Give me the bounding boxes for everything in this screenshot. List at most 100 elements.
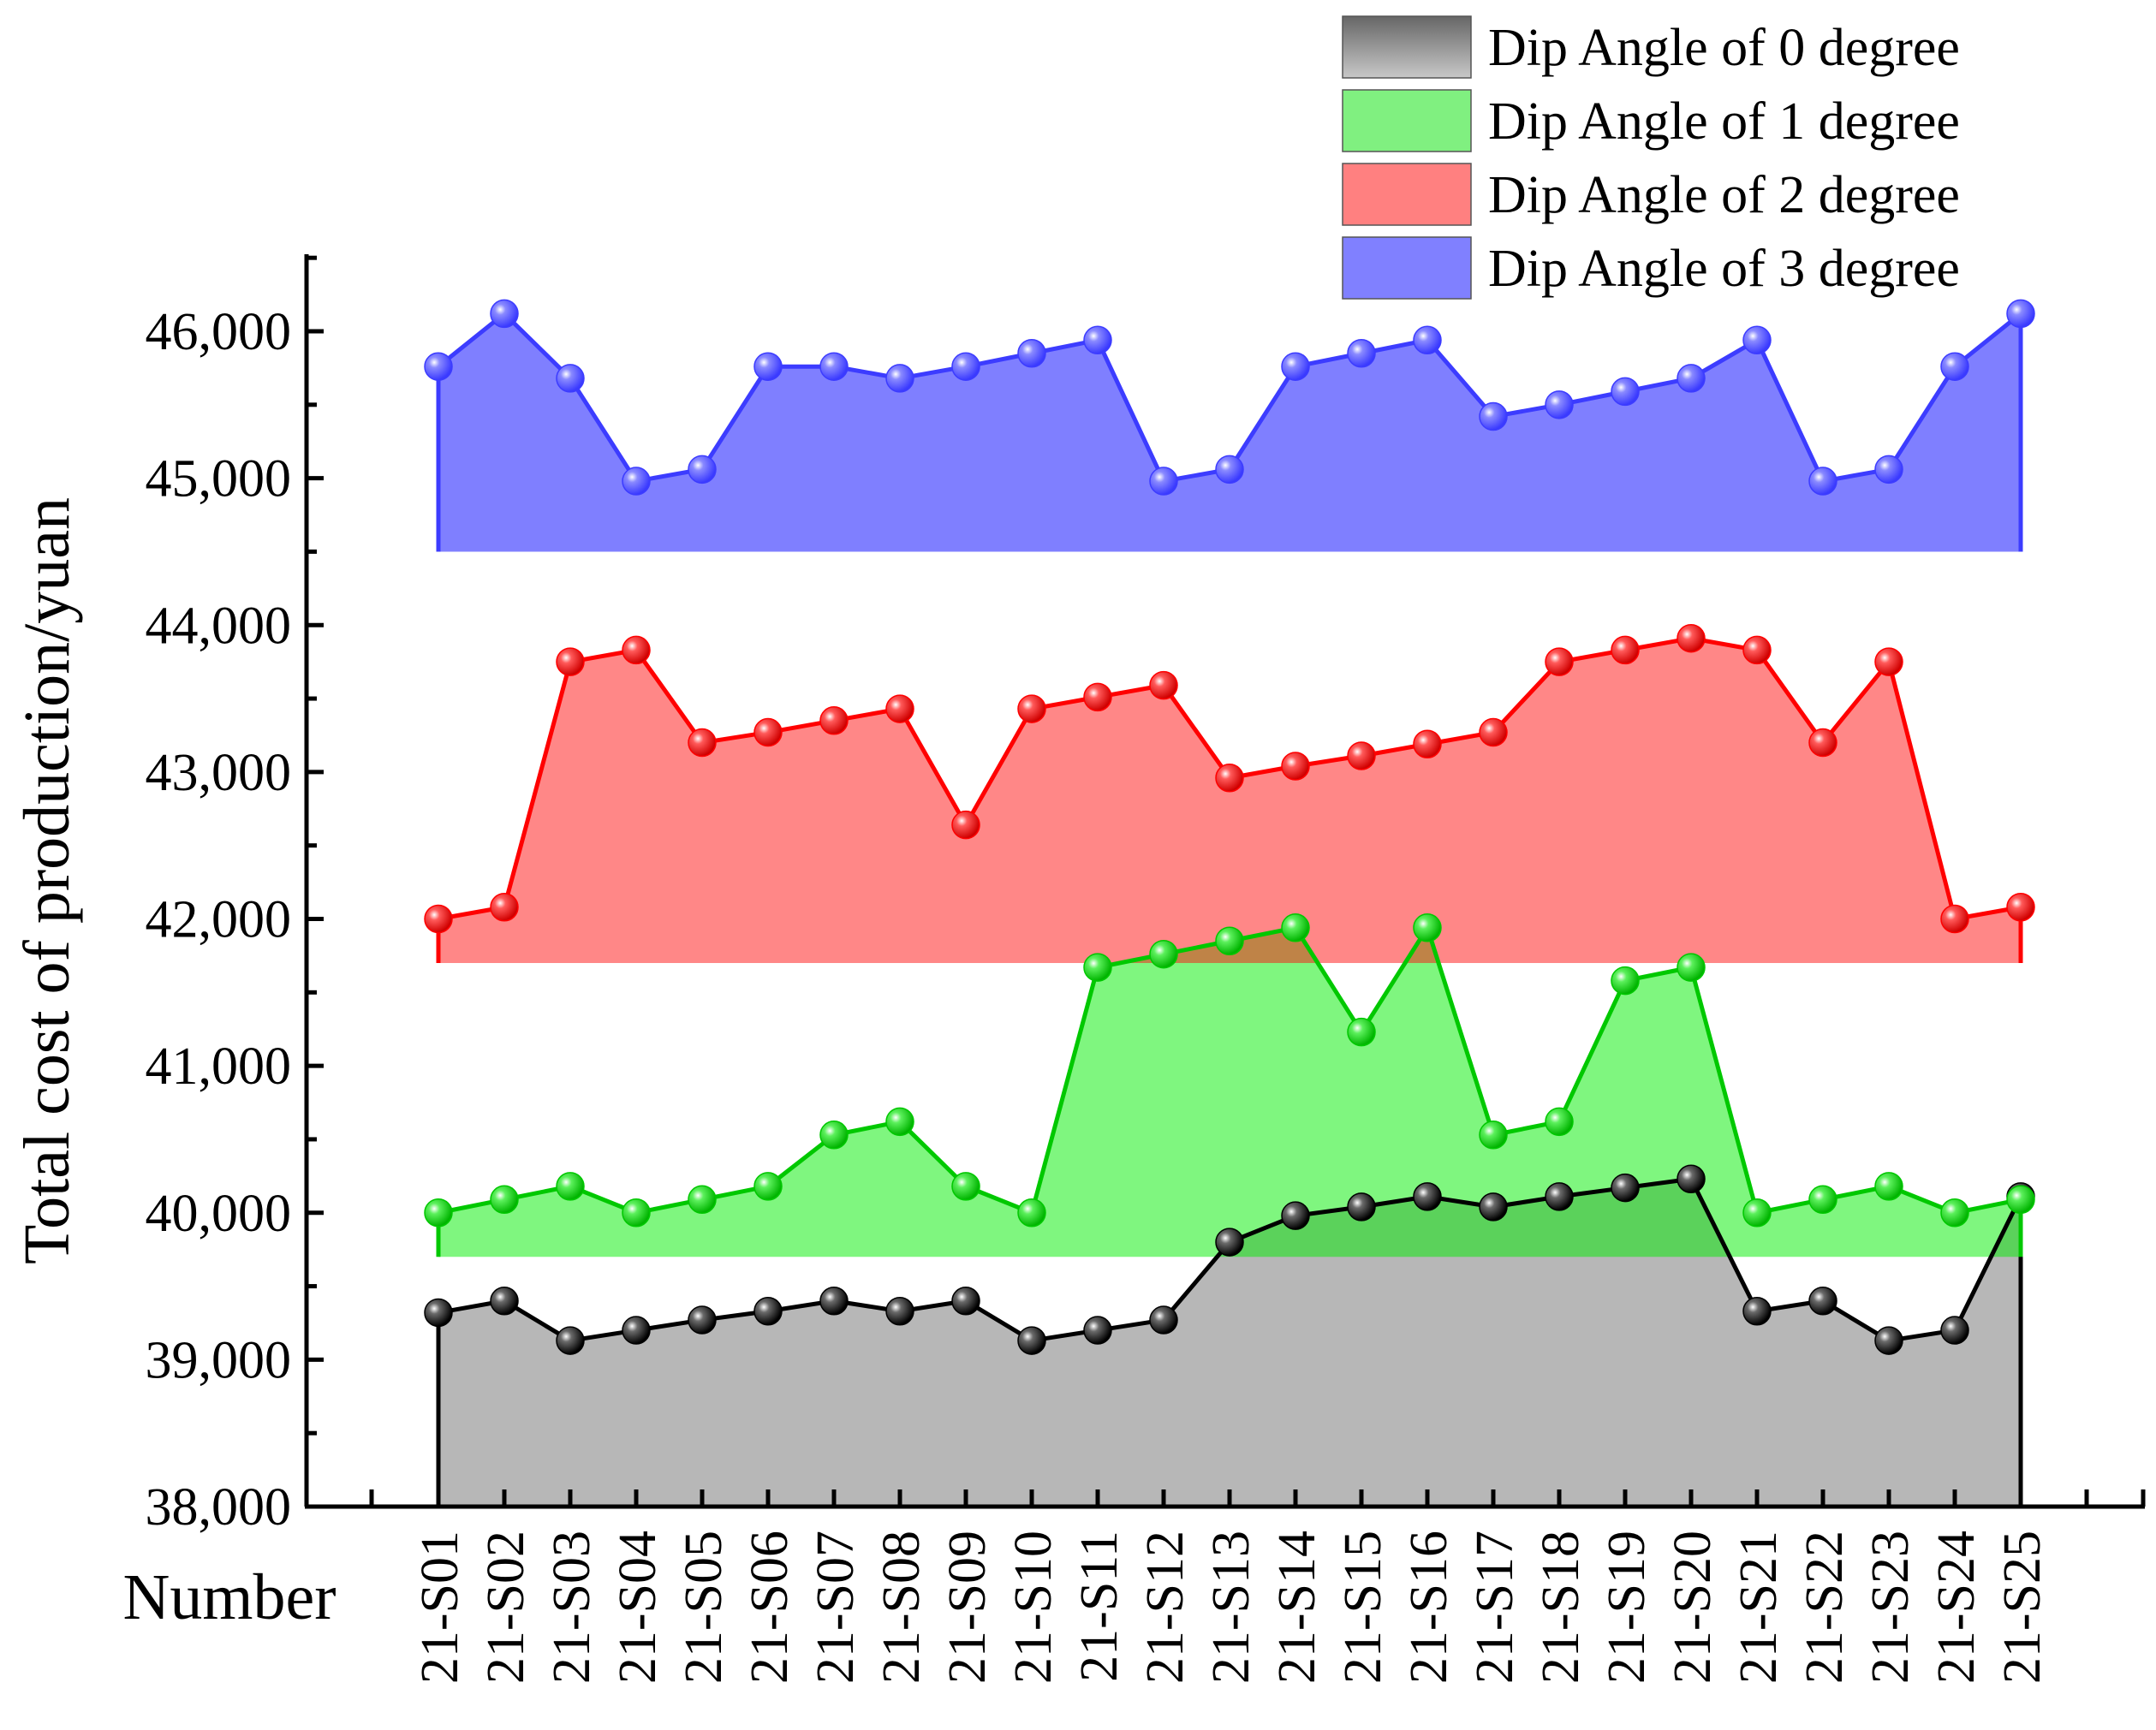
point-dip-angle-of-1-degree-21-s07	[819, 1121, 849, 1150]
point-dip-angle-of-2-degree-21-s11	[1083, 682, 1112, 712]
point-dip-angle-of-2-degree-21-s18	[1545, 647, 1574, 676]
point-dip-angle-of-2-degree-21-s07	[819, 706, 849, 735]
legend-label-dip-angle-of-3-degree: Dip Angle of 3 degree	[1488, 240, 1960, 298]
x-tick-label: 21-S04	[609, 1531, 667, 1684]
point-dip-angle-of-0-degree-21-s20	[1677, 1164, 1706, 1194]
x-tick-label: 21-S01	[411, 1531, 469, 1684]
point-dip-angle-of-1-degree-21-s15	[1347, 1017, 1376, 1047]
y-tick-label: 39,000	[146, 1331, 292, 1389]
point-dip-angle-of-2-degree-21-s13	[1215, 763, 1244, 793]
point-dip-angle-of-0-degree-21-s08	[885, 1296, 914, 1326]
point-dip-angle-of-3-degree-21-s04	[622, 467, 651, 496]
point-dip-angle-of-0-degree-21-s22	[1808, 1286, 1837, 1316]
point-dip-angle-of-2-degree-21-s03	[556, 647, 585, 676]
x-axis-title: Number	[122, 1561, 336, 1633]
point-dip-angle-of-2-degree-21-s10	[1017, 694, 1046, 723]
point-dip-angle-of-1-degree-21-s23	[1874, 1172, 1903, 1201]
x-tick-label: 21-S05	[675, 1531, 733, 1684]
x-tick-label: 21-S19	[1598, 1531, 1656, 1684]
point-dip-angle-of-1-degree-21-s14	[1281, 913, 1310, 942]
point-dip-angle-of-3-degree-21-s10	[1017, 338, 1046, 368]
x-tick-label: 21-S25	[1993, 1531, 2052, 1684]
point-dip-angle-of-1-degree-21-s01	[424, 1198, 453, 1228]
point-dip-angle-of-1-degree-21-s05	[688, 1185, 717, 1215]
legend-label-dip-angle-of-2-degree: Dip Angle of 2 degree	[1488, 166, 1960, 224]
point-dip-angle-of-1-degree-21-s13	[1215, 926, 1244, 955]
x-axis-ticks: 21-S01 21-S02 21-S03 21-S04 21-S05 21-S06 21-S…	[369, 1489, 2146, 1684]
point-dip-angle-of-0-degree-21-s06	[753, 1296, 783, 1326]
legend-swatch-dip-angle-of-1-degree	[1342, 89, 1472, 152]
point-dip-angle-of-0-degree-21-s11	[1083, 1316, 1112, 1345]
point-dip-angle-of-0-degree-21-s09	[951, 1286, 980, 1316]
point-dip-angle-of-3-degree-21-s25	[2006, 299, 2035, 329]
point-dip-angle-of-2-degree-21-s16	[1413, 729, 1442, 759]
point-dip-angle-of-3-degree-21-s12	[1149, 467, 1178, 496]
legend: Dip Angle of 0 degree Dip Angle of 1 degr…	[1342, 15, 1960, 300]
point-dip-angle-of-0-degree-21-s18	[1545, 1182, 1574, 1211]
point-dip-angle-of-1-degree-21-s08	[885, 1107, 914, 1137]
point-dip-angle-of-1-degree-21-s17	[1479, 1121, 1508, 1150]
legend-swatch-dip-angle-of-0-degree	[1342, 15, 1472, 79]
point-dip-angle-of-3-degree-21-s11	[1083, 325, 1112, 355]
y-tick-label: 41,000	[146, 1037, 292, 1096]
point-dip-angle-of-1-degree-21-s02	[490, 1185, 519, 1215]
x-tick-label: 21-S10	[1004, 1531, 1063, 1684]
point-dip-angle-of-2-degree-21-s17	[1479, 717, 1508, 747]
point-dip-angle-of-2-degree-21-s22	[1808, 728, 1837, 758]
x-tick-label: 21-S08	[873, 1531, 931, 1684]
y-tick-label: 46,000	[146, 303, 292, 361]
point-dip-angle-of-1-degree-21-s16	[1413, 913, 1442, 942]
point-dip-angle-of-3-degree-21-s22	[1808, 467, 1837, 496]
y-axis-title: Total cost of production/yuan	[11, 497, 83, 1264]
point-dip-angle-of-3-degree-21-s24	[1940, 352, 1969, 381]
area-dip-angle-of-3-degree	[438, 313, 2021, 552]
point-dip-angle-of-1-degree-21-s21	[1742, 1198, 1772, 1228]
x-tick-label: 21-S21	[1730, 1531, 1788, 1684]
area-dip-angle-of-2-degree	[438, 638, 2021, 963]
point-dip-angle-of-1-degree-21-s04	[622, 1198, 651, 1228]
point-dip-angle-of-2-degree-21-s20	[1677, 623, 1706, 653]
x-tick-label: 21-S15	[1334, 1531, 1392, 1684]
x-tick-label: 21-S24	[1927, 1531, 1986, 1684]
y-tick-label: 43,000	[146, 744, 292, 802]
point-dip-angle-of-0-degree-21-s23	[1874, 1326, 1903, 1355]
point-dip-angle-of-1-degree-21-s22	[1808, 1185, 1837, 1215]
point-dip-angle-of-3-degree-21-s23	[1874, 455, 1903, 485]
point-dip-angle-of-2-degree-21-s19	[1611, 635, 1640, 665]
point-dip-angle-of-2-degree-21-s02	[490, 893, 519, 922]
point-dip-angle-of-3-degree-21-s09	[951, 352, 980, 381]
point-dip-angle-of-0-degree-21-s14	[1281, 1201, 1310, 1230]
point-dip-angle-of-1-degree-21-s25	[2006, 1185, 2035, 1215]
point-dip-angle-of-2-degree-21-s08	[885, 694, 914, 723]
x-tick-label: 21-S22	[1796, 1531, 1854, 1684]
point-dip-angle-of-3-degree-21-s18	[1545, 390, 1574, 419]
x-tick-label: 21-S12	[1136, 1531, 1194, 1684]
point-dip-angle-of-0-degree-21-s13	[1215, 1228, 1244, 1257]
point-dip-angle-of-0-degree-21-s02	[490, 1286, 519, 1316]
point-dip-angle-of-0-degree-21-s01	[424, 1298, 453, 1328]
point-dip-angle-of-0-degree-21-s03	[556, 1326, 585, 1355]
y-tick-label: 38,000	[146, 1478, 292, 1537]
axes: 38,000 39,000 40,000 41,000 42,000 43,000 44,0…	[146, 254, 2146, 1684]
point-dip-angle-of-3-degree-21-s21	[1742, 325, 1772, 355]
point-dip-angle-of-1-degree-21-s20	[1677, 953, 1706, 982]
point-dip-angle-of-2-degree-21-s01	[424, 904, 453, 934]
point-dip-angle-of-1-degree-21-s12	[1149, 939, 1178, 969]
point-dip-angle-of-3-degree-21-s15	[1347, 338, 1376, 368]
area-dip-angle-of-0-degree	[438, 1179, 2021, 1507]
x-tick-label: 21-S14	[1268, 1531, 1326, 1684]
x-tick-label: 21-S09	[938, 1531, 997, 1684]
point-dip-angle-of-3-degree-21-s02	[490, 299, 519, 329]
point-dip-angle-of-0-degree-21-s15	[1347, 1192, 1376, 1222]
point-dip-angle-of-0-degree-21-s17	[1479, 1192, 1508, 1222]
legend-swatch-dip-angle-of-3-degree	[1342, 236, 1472, 300]
x-tick-label: 21-S13	[1202, 1531, 1260, 1684]
x-tick-label: 21-S16	[1400, 1531, 1458, 1684]
x-tick-label: 21-S18	[1532, 1531, 1590, 1684]
y-tick-label: 42,000	[146, 891, 292, 949]
legend-label-dip-angle-of-1-degree: Dip Angle of 1 degree	[1488, 92, 1960, 151]
point-dip-angle-of-3-degree-21-s06	[753, 352, 783, 381]
x-tick-label: 21-S03	[543, 1531, 601, 1684]
point-dip-angle-of-0-degree-21-s07	[819, 1286, 849, 1316]
